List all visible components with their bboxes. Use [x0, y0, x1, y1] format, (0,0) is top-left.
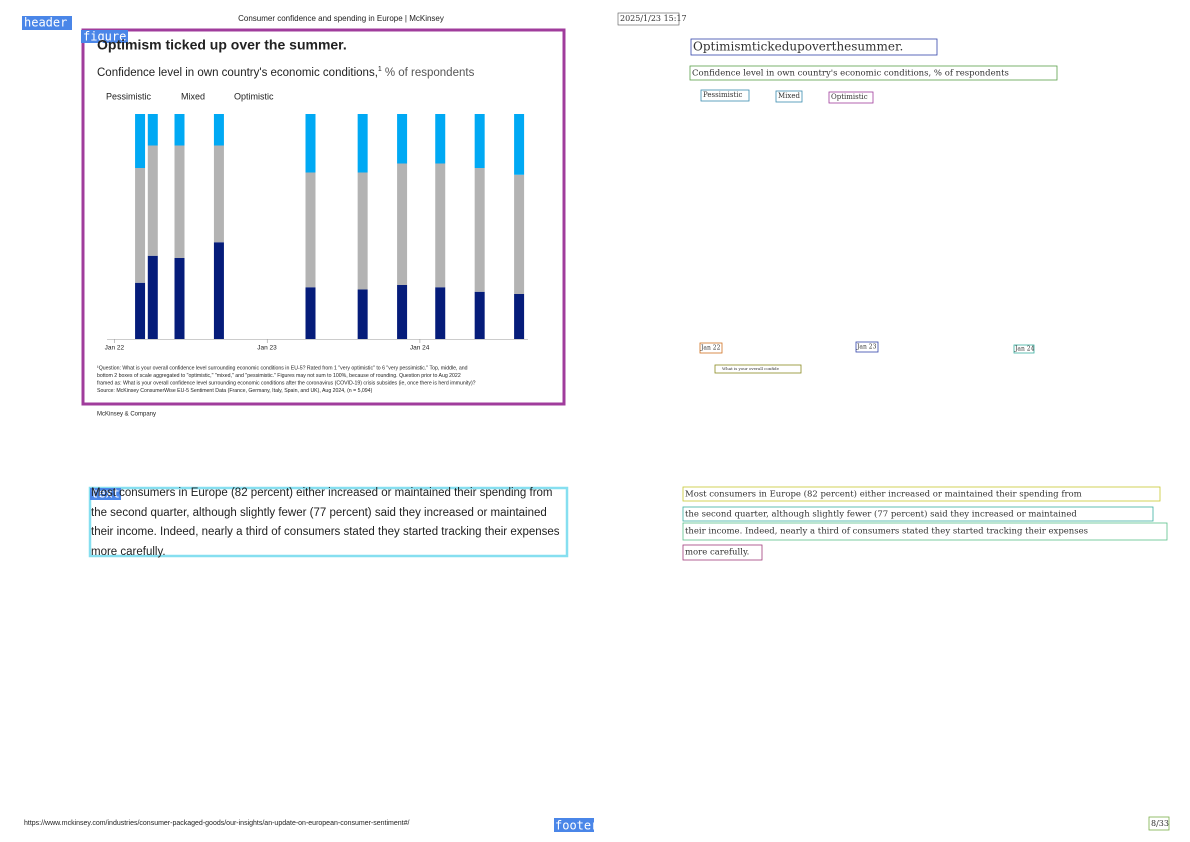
label-bg [81, 30, 128, 43]
bar-segment [213, 145, 224, 243]
bar-segment [213, 242, 224, 339]
ocr-legend: Optimistic [831, 93, 868, 101]
ocr-para: their income. Indeed, nearly a third of … [685, 527, 1088, 537]
footnote: ¹Question: What is your overall confiden… [97, 365, 468, 371]
bar-segment [135, 282, 146, 339]
box [682, 486, 1161, 502]
ocr-legend: Mixed [778, 92, 800, 100]
text-box [88, 486, 569, 558]
legend-label: Optimistic [234, 91, 274, 101]
box [1148, 816, 1170, 831]
box [855, 341, 879, 353]
bar-segment [305, 287, 316, 339]
header-title: Consumer confidence and spending in Euro… [238, 14, 444, 23]
source-brand: McKinsey & Company [97, 412, 156, 418]
chart-title: Optimism ticked up over the summer. [97, 37, 347, 53]
ocr-axis: Jan 22 [700, 345, 721, 352]
bar-segment [397, 285, 408, 339]
figure-box [81, 28, 566, 406]
ocr-title: Optimismtickedupoverthesummer. [693, 40, 903, 54]
box [700, 89, 750, 102]
box [775, 90, 803, 103]
bar-segment [474, 291, 485, 339]
chart-subtitle: Confidence level in own country's econom… [97, 66, 475, 79]
ocr-subtitle: Confidence level in own country's econom… [692, 69, 1009, 79]
bar-segment [135, 168, 146, 283]
para-line: the second quarter, although slightly fe… [91, 507, 547, 519]
ocr-para: the second quarter, although slightly fe… [685, 509, 1077, 520]
bar-segment [514, 114, 525, 175]
ocr-para: Most consumers in Europe (82 percent) ei… [685, 489, 1082, 500]
bar-segment [514, 174, 525, 294]
label-text: text [91, 487, 120, 501]
bar-segment [147, 114, 158, 146]
bar-segment [435, 114, 446, 164]
legend-label: Mixed [181, 91, 205, 101]
ocr-legend: Pessimistic [703, 91, 742, 99]
bar-segment [305, 114, 316, 173]
label-footer: footer [555, 819, 598, 833]
bar-segment [474, 114, 485, 168]
bar-segment [435, 163, 446, 288]
chart: Pessimistic Mixed Optimistic Jan 22 Jan 23 Ja… [97, 91, 528, 394]
x-tick-label: Jan 24 [410, 345, 430, 352]
footnote: framed as: What is your overall confiden… [97, 380, 476, 386]
timestamp: 2025/1/23 15:17 [620, 14, 687, 23]
bar-segment [474, 168, 485, 292]
bar-segment [213, 114, 224, 146]
subtitle-unit: % of respondents [385, 67, 475, 79]
bar-segment [147, 255, 158, 339]
box [682, 544, 763, 561]
x-tick-label: Jan 23 [257, 345, 277, 352]
legend-label: Pessimistic [106, 91, 152, 101]
label-header: header [24, 16, 67, 30]
footnote: Source: McKinsey ConsumerWise EU-5 Senti… [97, 388, 373, 394]
label-bg [90, 488, 121, 500]
box [714, 364, 802, 374]
bar-segment [174, 114, 185, 146]
label-bg [554, 818, 594, 832]
bar-segment [174, 258, 185, 339]
para-line: their income. Indeed, nearly a third of … [91, 526, 560, 538]
para-line: Most consumers in Europe (82 percent) ei… [91, 487, 553, 499]
ocr-para: more carefully. [685, 548, 749, 558]
box [690, 38, 938, 56]
box [689, 65, 1058, 81]
bar-segment [397, 114, 408, 164]
ocr-note: What is your overall confide [722, 366, 780, 371]
para-line: more carefully. [91, 546, 166, 558]
page-number: 8/33 [1151, 819, 1169, 828]
box [682, 522, 1168, 541]
bar-segment [514, 294, 525, 339]
bar-segment [435, 287, 446, 339]
bar-segment [135, 114, 146, 168]
ocr-axis: Jan 24 [1014, 346, 1035, 353]
bar-segment [397, 163, 408, 285]
subtitle-note: 1 [378, 66, 382, 73]
bar-segment [357, 172, 368, 290]
ocr-axis: Jan 23 [856, 344, 877, 351]
url: https://www.mckinsey.com/industries/cons… [24, 820, 409, 827]
box [682, 506, 1154, 522]
bar-segment [305, 172, 316, 288]
box [1013, 344, 1035, 354]
bar-segment [174, 145, 185, 258]
bar-segment [357, 114, 368, 173]
box [699, 342, 723, 354]
bar-segment [147, 145, 158, 256]
subtitle-text: Confidence level in own country's econom… [97, 67, 378, 79]
x-tick-label: Jan 22 [105, 345, 125, 352]
box [828, 91, 874, 104]
box [617, 12, 680, 26]
label-bg [22, 16, 72, 30]
label-figure: figure [83, 30, 126, 44]
footnote: bottom 2 boxes of scale aggregated to "o… [97, 373, 461, 379]
bar-segment [357, 289, 368, 339]
